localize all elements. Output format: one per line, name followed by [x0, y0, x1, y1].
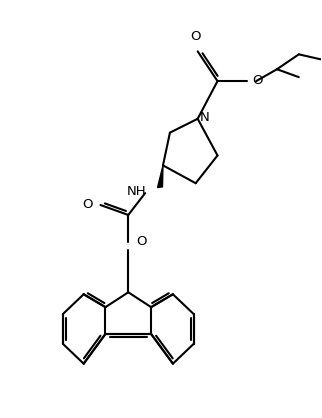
- Text: N: N: [200, 111, 209, 124]
- Text: NH: NH: [127, 185, 146, 198]
- Text: O: O: [252, 74, 263, 87]
- Text: O: O: [190, 31, 201, 43]
- Text: O: O: [82, 198, 93, 211]
- Text: O: O: [136, 235, 147, 248]
- Polygon shape: [157, 166, 163, 188]
